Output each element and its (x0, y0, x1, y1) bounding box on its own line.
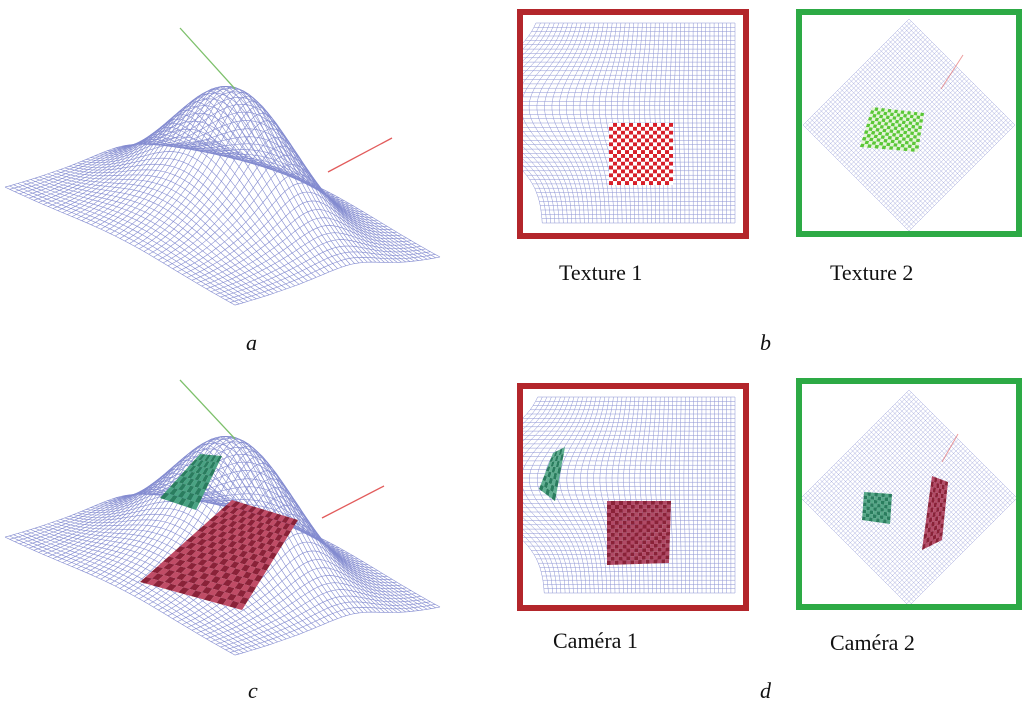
green-patch-camera1 (539, 447, 565, 501)
axis-red (327, 137, 393, 173)
label-d: d (760, 678, 771, 703)
texture2-image (802, 18, 1016, 232)
flat-mesh (517, 396, 736, 594)
green-patch-camera2 (862, 492, 892, 524)
camera1-caption: Caméra 1 (553, 628, 638, 653)
texture1-image (517, 22, 736, 224)
label-a: a (246, 330, 257, 355)
green-patch-3d (160, 454, 222, 510)
label-c: c (248, 678, 258, 703)
texture2-caption: Texture 2 (830, 260, 914, 285)
axis-green (179, 379, 236, 440)
red-checker-texture (609, 123, 673, 185)
camera1-frame (517, 383, 749, 611)
axis-green (179, 27, 236, 90)
diamond-mesh (800, 389, 1018, 607)
red-patch-camera2 (922, 476, 948, 550)
label-b: b (760, 330, 771, 355)
camera2-image (800, 389, 1018, 607)
axis-red (321, 485, 385, 519)
texture1-caption: Texture 1 (559, 260, 643, 285)
panel-b-texture1 (517, 9, 749, 239)
diamond-mesh (802, 18, 1016, 232)
red-patch-camera1 (607, 501, 671, 565)
texture1-frame (517, 9, 749, 239)
surface-wireframe-a (4, 27, 441, 306)
camera2-frame (796, 378, 1022, 610)
panel-a-surface (0, 20, 460, 320)
camera2-caption: Caméra 2 (830, 630, 915, 655)
panel-d-camera2 (796, 378, 1022, 610)
panel-c-surface (0, 370, 460, 670)
mesh-lines (4, 85, 441, 306)
texture2-frame (796, 9, 1022, 237)
panel-d-camera1 (517, 383, 749, 611)
axis-red-small (940, 54, 964, 90)
surface-wireframe-c (4, 379, 441, 656)
green-checker-texture (860, 107, 924, 152)
red-patch-3d (140, 500, 298, 610)
panel-b-texture2 (796, 9, 1022, 237)
camera1-image (517, 396, 736, 594)
axis-red-small-cam (941, 433, 959, 463)
